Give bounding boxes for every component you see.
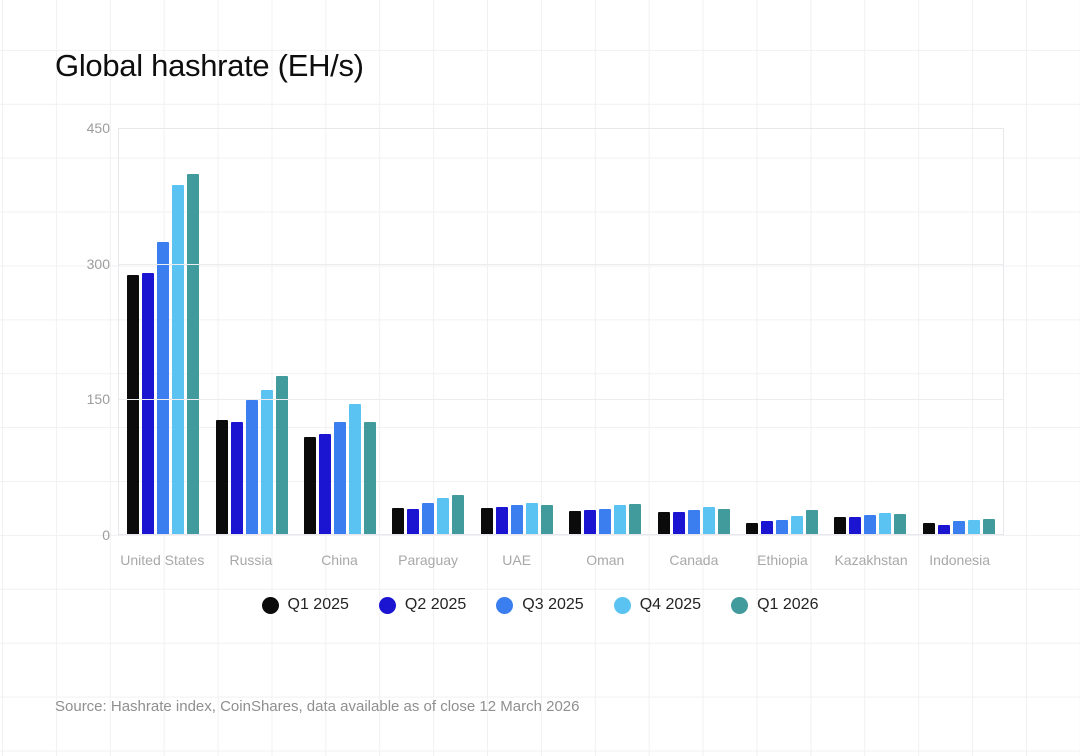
x-axis: United States Russia China Paraguay UAE Oman C… <box>118 552 1004 568</box>
bar <box>187 174 200 534</box>
gridline <box>119 263 1003 265</box>
bar-groups <box>119 129 1003 534</box>
bar <box>864 515 877 534</box>
bar <box>614 505 627 534</box>
bar <box>672 511 685 534</box>
x-axis-label: Russia <box>229 552 273 568</box>
bar <box>937 525 950 534</box>
bar <box>304 436 317 534</box>
bar <box>245 399 258 534</box>
bar <box>525 503 538 534</box>
gridline <box>119 398 1003 400</box>
bar <box>495 507 508 534</box>
legend-label: Q1 2026 <box>757 596 819 613</box>
bar <box>657 512 670 534</box>
y-axis-tick-label: 0 <box>102 527 110 543</box>
legend: Q1 2025 Q2 2025 Q3 2025 Q4 2025 Q1 2026 <box>0 596 1080 614</box>
bar <box>687 509 700 534</box>
y-axis-tick-label: 150 <box>86 391 110 408</box>
bar <box>510 505 523 534</box>
x-axis-label: Ethiopia <box>757 552 808 568</box>
legend-item: Q1 2026 <box>731 596 818 614</box>
x-axis-label: Oman <box>586 552 625 568</box>
bar-group-oman <box>561 129 649 534</box>
bar-group-uae <box>473 129 561 534</box>
bar <box>437 498 450 534</box>
bar-group-russia <box>207 129 295 534</box>
page-title: Global hashrate (EH/s) <box>55 48 364 83</box>
x-axis-label: United States <box>120 552 205 568</box>
legend-item: Q3 2025 <box>496 596 584 614</box>
bar <box>407 508 420 534</box>
bar <box>746 523 759 534</box>
legend-label: Q4 2025 <box>639 596 702 613</box>
bar <box>894 514 907 534</box>
legend-swatch-icon <box>378 596 396 614</box>
bar <box>392 507 405 534</box>
x-axis-label: Indonesia <box>929 552 990 568</box>
bar-group-kazakhstan <box>826 129 914 534</box>
bar <box>702 507 715 534</box>
bar <box>791 516 804 534</box>
bar <box>982 518 995 534</box>
bar <box>967 519 980 534</box>
y-axis-tick-label: 450 <box>86 120 110 136</box>
bar <box>599 508 612 534</box>
legend-swatch-icon <box>731 596 749 614</box>
bar <box>806 509 819 534</box>
bar <box>260 390 273 534</box>
x-axis-label: Kazakhstan <box>834 552 908 568</box>
bar <box>952 521 965 534</box>
x-axis-label: China <box>321 552 358 568</box>
bar-group-united-states <box>119 129 207 534</box>
legend-label: Q1 2025 <box>287 596 349 613</box>
x-axis-label: UAE <box>502 552 532 568</box>
bar <box>172 184 185 534</box>
legend-swatch-icon <box>613 596 631 614</box>
legend-swatch-icon <box>496 596 514 614</box>
chart-plot <box>118 128 1004 535</box>
bar <box>761 521 774 534</box>
bar <box>349 403 362 534</box>
bar <box>275 375 288 534</box>
bar <box>717 508 730 534</box>
bar <box>879 513 892 534</box>
y-axis-tick-label: 300 <box>86 255 110 272</box>
bar <box>230 421 243 534</box>
bar <box>922 523 935 534</box>
bar-group-china <box>296 129 384 534</box>
x-axis-label: Canada <box>669 552 719 568</box>
legend-swatch-icon <box>261 596 279 614</box>
bar-group-canada <box>649 129 737 534</box>
bar-group-indonesia <box>915 129 1003 534</box>
bar <box>849 516 862 534</box>
legend-label: Q2 2025 <box>404 596 467 613</box>
bar-group-paraguay <box>384 129 472 534</box>
bar <box>319 434 332 534</box>
bar <box>629 504 642 534</box>
bar <box>422 502 435 534</box>
legend-label: Q3 2025 <box>522 596 584 613</box>
bar <box>334 422 347 534</box>
bar <box>776 519 789 534</box>
bar <box>452 495 465 534</box>
bar <box>569 510 582 534</box>
source-note: Source: Hashrate index, CoinShares, data… <box>55 698 580 715</box>
y-axis: 0 150 300 450 <box>30 120 110 543</box>
bar <box>157 242 170 534</box>
bar <box>540 505 553 534</box>
legend-item: Q2 2025 <box>378 596 467 614</box>
bar <box>480 507 493 534</box>
legend-item: Q1 2025 <box>261 596 349 614</box>
bar-group-ethiopia <box>738 129 826 534</box>
bar <box>834 516 847 534</box>
x-axis-label: Paraguay <box>398 552 459 568</box>
bar <box>584 509 597 534</box>
bar <box>127 274 140 534</box>
bar <box>215 419 228 534</box>
legend-item: Q4 2025 <box>613 596 702 614</box>
bar <box>142 273 155 534</box>
bar <box>364 422 377 534</box>
